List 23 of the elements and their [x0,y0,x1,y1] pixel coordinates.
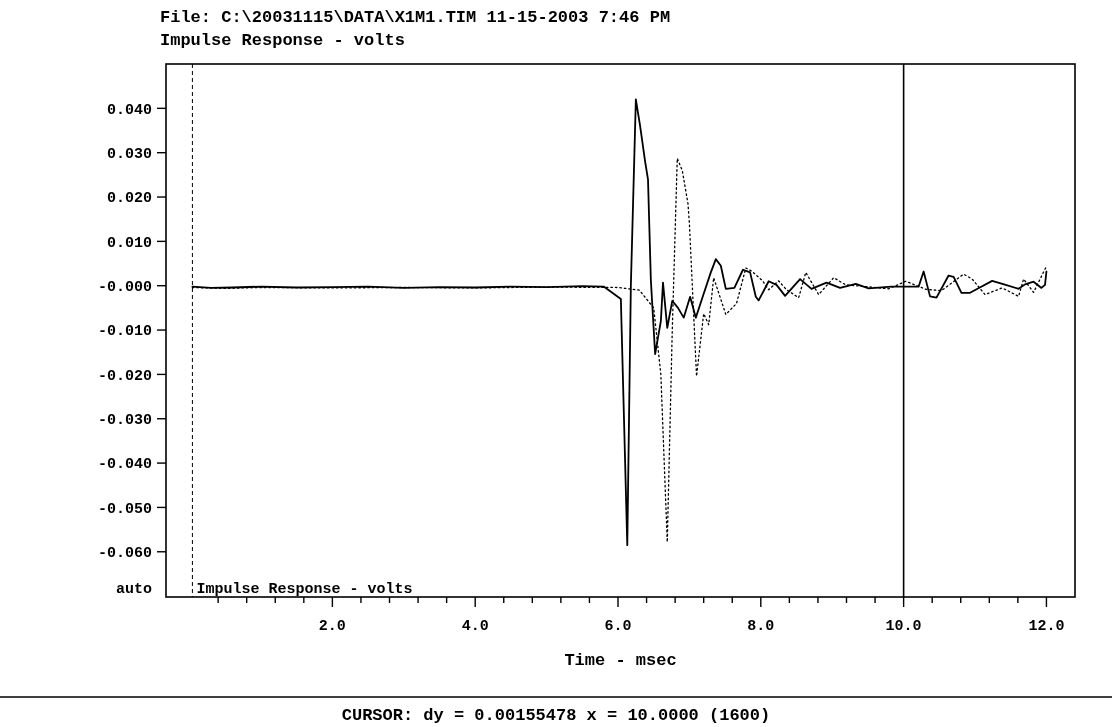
y-tick-label: 0.020 [106,190,152,208]
y-tick-label: -0.050 [97,500,152,518]
y-tick-label: -0.040 [97,456,152,474]
annotation: Impulse Response - volts [196,581,413,598]
chart-subtitle: Impulse Response - volts [160,31,405,50]
text: CURSOR: dy = 0.00155478 x = 10.0000 (1600) [341,706,771,725]
y-tick-label: -0.000 [97,278,152,296]
y-tick-label: -0.010 [97,323,152,341]
y-tick-label: -0.020 [97,367,152,385]
x-axis-title: Time - msec [564,651,677,670]
x-tick-label: 4.0 [461,618,489,635]
y-tick-label: 0.030 [106,145,152,163]
y-tick-label: -0.030 [97,411,152,429]
x-tick-label: 6.0 [604,618,632,635]
text: auto [115,581,152,598]
y-tick-label: -0.060 [97,545,152,563]
y-tick-label: 0.040 [106,101,152,119]
x-tick-label: 10.0 [885,618,922,635]
chart-title: File: C:\20031115\DATA\X1M1.TIM 11-15-2003 7:46 PM [160,8,671,27]
x-tick-label: 8.0 [747,618,775,635]
x-tick-label: 12.0 [1028,618,1065,635]
x-tick-label: 2.0 [318,618,346,635]
y-tick-label: 0.010 [106,234,152,252]
